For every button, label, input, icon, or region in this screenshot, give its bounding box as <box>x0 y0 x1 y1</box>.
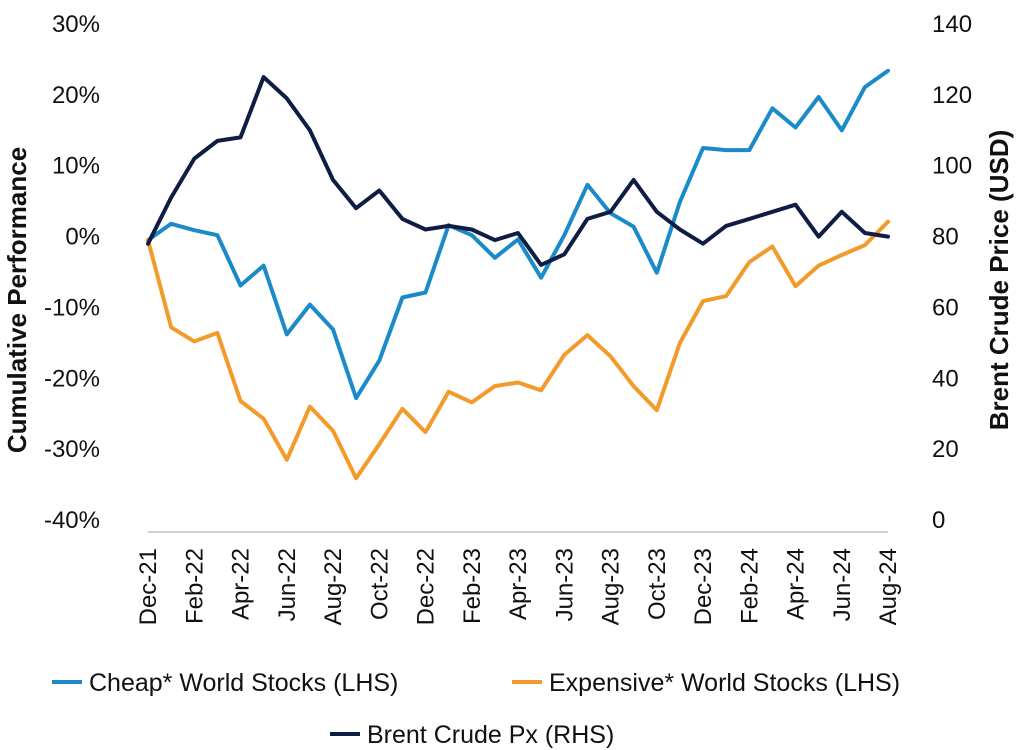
x-tick-label: Jun-22 <box>274 548 301 621</box>
left-axis-title: Cumulative Performance <box>2 147 32 453</box>
series-line-1 <box>146 219 890 481</box>
legend-label-brent: Brent Crude Px (RHS) <box>367 721 614 749</box>
right-tick-label: 100 <box>932 153 972 180</box>
x-tick-label: Dec-23 <box>690 548 717 625</box>
x-tick-label: Jun-24 <box>829 548 856 621</box>
right-tick-label: 40 <box>932 365 959 392</box>
left-axis-tick-labels: 30% 20% 10% 0% -10% -20% -30% -40% <box>44 11 100 534</box>
left-tick-label: 0% <box>65 224 100 251</box>
legend-label-expensive: Expensive* World Stocks (LHS) <box>549 669 900 697</box>
x-tick-label: Apr-24 <box>783 548 810 620</box>
left-tick-label: -30% <box>44 436 100 463</box>
left-tick-label: -10% <box>44 294 100 321</box>
x-tick-label: Feb-23 <box>459 548 486 624</box>
left-tick-label: 30% <box>52 11 100 38</box>
right-axis-tick-labels: 140 120 100 80 60 40 20 0 <box>932 11 972 534</box>
left-tick-label: 20% <box>52 82 100 109</box>
series-line-2 <box>146 75 890 267</box>
x-tick-label: Dec-21 <box>135 548 162 625</box>
x-axis-tick-labels: Dec-21 Feb-22 Apr-22 Jun-22 Aug-22 Oct-22 Dec-… <box>135 548 902 625</box>
x-tick-label: Jun-23 <box>551 548 578 621</box>
legend-item-brent-crude: Brent Crude Px (RHS) <box>330 721 614 749</box>
x-tick-label: Oct-22 <box>366 548 393 620</box>
right-tick-label: 140 <box>932 11 972 38</box>
series-lines <box>146 68 890 481</box>
right-tick-label: 80 <box>932 224 959 251</box>
left-tick-label: -20% <box>44 365 100 392</box>
x-tick-label: Dec-22 <box>413 548 440 625</box>
left-tick-label: -40% <box>44 507 100 534</box>
legend: Cheap* World Stocks (LHS) Expensive* Wor… <box>52 669 900 749</box>
left-tick-label: 10% <box>52 153 100 180</box>
x-tick-label: Apr-23 <box>505 548 532 620</box>
legend-label-cheap: Cheap* World Stocks (LHS) <box>89 669 398 697</box>
series-line-0 <box>146 68 890 401</box>
right-axis-title: Brent Crude Price (USD) <box>984 130 1014 431</box>
x-tick-label: Feb-24 <box>736 548 763 624</box>
x-tick-label: Feb-22 <box>181 548 208 624</box>
x-tick-label: Oct-23 <box>644 548 671 620</box>
right-tick-label: 0 <box>932 507 945 534</box>
right-tick-label: 120 <box>932 82 972 109</box>
legend-item-cheap-world-stocks: Cheap* World Stocks (LHS) <box>52 669 398 697</box>
x-tick-label: Aug-23 <box>598 548 625 625</box>
x-tick-label: Apr-22 <box>228 548 255 620</box>
legend-item-expensive-world-stocks: Expensive* World Stocks (LHS) <box>512 669 900 697</box>
right-tick-label: 20 <box>932 436 959 463</box>
x-tick-label: Aug-24 <box>875 548 902 625</box>
right-tick-label: 60 <box>932 294 959 321</box>
x-tick-label: Aug-22 <box>320 548 347 625</box>
